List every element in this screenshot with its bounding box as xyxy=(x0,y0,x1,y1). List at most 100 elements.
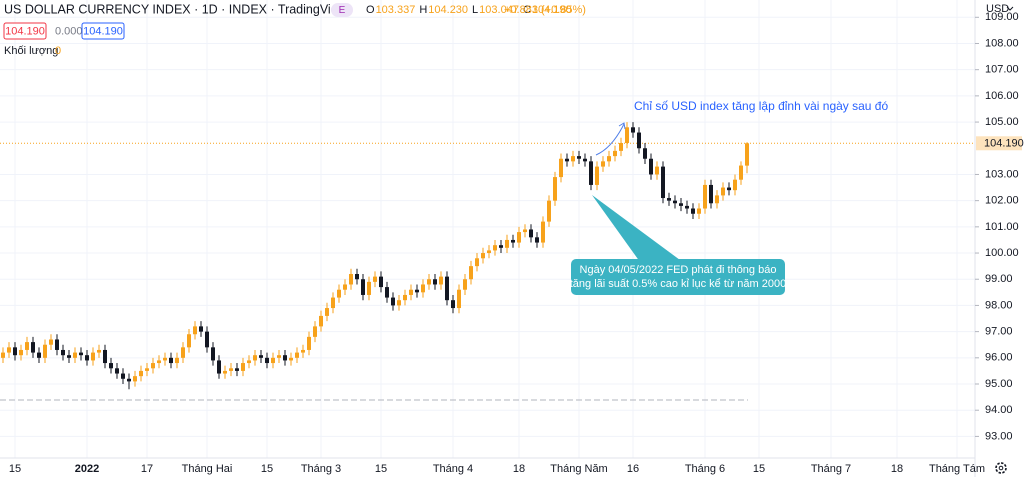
change: +0.883 (+0.85%) xyxy=(504,4,586,16)
x-tick-label: 15 xyxy=(9,463,21,475)
candle-body xyxy=(289,357,293,361)
candle-body xyxy=(709,184,713,204)
candle-body xyxy=(631,127,635,133)
candle-body xyxy=(727,187,731,191)
chart-title: US DOLLAR CURRENCY INDEX · 1D · INDEX · … xyxy=(4,2,348,16)
ohlc: O 103.337 H 104.230 L 103.047 C 104.190 xyxy=(366,4,572,16)
candle-body xyxy=(301,349,305,353)
y-tick-label: 109.00 xyxy=(985,11,1019,23)
candle-body xyxy=(355,273,359,280)
candle-body xyxy=(145,368,149,371)
candle-body xyxy=(55,339,59,350)
candle-body xyxy=(529,229,533,238)
candle-body xyxy=(637,132,641,149)
candle-body xyxy=(619,143,623,151)
y-tick-label: 98.00 xyxy=(985,299,1013,311)
candle-body xyxy=(715,195,719,204)
candle-body xyxy=(103,349,107,364)
x-tick-label: 16 xyxy=(627,463,639,475)
candle-body xyxy=(583,158,587,162)
candle-body xyxy=(97,349,101,353)
price-label-bg xyxy=(976,136,1022,151)
ohlc-key: H xyxy=(419,4,427,16)
candle-body xyxy=(643,148,647,159)
y-tick-label: 105.00 xyxy=(985,116,1019,128)
candle-body xyxy=(601,161,605,167)
candle-body xyxy=(547,200,551,222)
candle-body xyxy=(475,258,479,267)
candle-body xyxy=(73,352,77,358)
candle-body xyxy=(397,300,401,306)
candle-body xyxy=(745,143,749,166)
candle-body xyxy=(589,161,593,185)
candle-body xyxy=(277,355,281,358)
candle-body xyxy=(19,349,23,356)
candle-body xyxy=(163,357,167,361)
candle-body xyxy=(169,357,173,364)
y-tick-label: 93.00 xyxy=(985,430,1013,442)
badge-bg xyxy=(331,3,353,17)
candle-body xyxy=(535,237,539,243)
candle-body xyxy=(283,355,287,361)
candle-body xyxy=(13,347,17,356)
candle-body xyxy=(565,158,569,162)
grid xyxy=(0,0,975,458)
ask-box[interactable] xyxy=(81,22,125,40)
candle-body xyxy=(325,308,329,316)
y-tick-label: 94.00 xyxy=(985,404,1013,416)
candle-body xyxy=(451,300,455,309)
ohlc-value: 103.047 xyxy=(479,4,519,16)
x-tick-label: 15 xyxy=(261,463,273,475)
price-label: 104.190 xyxy=(984,138,1024,150)
candle-body xyxy=(211,347,215,361)
y-tick-label: 108.00 xyxy=(985,37,1019,49)
callout xyxy=(571,259,785,295)
settings-icon-hub xyxy=(998,465,1004,471)
spread: 0.000 xyxy=(55,25,83,37)
bid-box[interactable] xyxy=(3,22,47,40)
candle-body xyxy=(511,239,515,243)
candles xyxy=(1,122,749,390)
candle-body xyxy=(79,352,83,356)
candle-body xyxy=(439,276,443,285)
currency[interactable]: USD xyxy=(986,3,1009,15)
settings-icon[interactable] xyxy=(995,462,1007,474)
callout-text: tăng lãi suất 0.5% cao kỉ lục kể từ năm … xyxy=(570,278,787,290)
candle-body xyxy=(577,156,581,159)
candle-body xyxy=(493,245,497,251)
y-tick-label: 106.00 xyxy=(985,90,1019,102)
callout-text: Ngày 04/05/2022 FED phát đi thông báo xyxy=(580,264,777,276)
candle-body xyxy=(523,229,527,233)
candle-body xyxy=(271,357,275,364)
x-tick-label: 18 xyxy=(513,463,525,475)
candle-body xyxy=(343,284,347,290)
y-tick-label: 95.00 xyxy=(985,378,1013,390)
candle-body xyxy=(313,326,317,337)
y-tick-label: 100.00 xyxy=(985,247,1019,259)
x-tick-label: 17 xyxy=(141,463,153,475)
candle-body xyxy=(367,281,371,295)
candle-body xyxy=(721,187,725,196)
candle-body xyxy=(151,363,155,369)
candle-body xyxy=(247,360,251,364)
candle-body xyxy=(733,179,737,191)
candle-body xyxy=(505,239,509,248)
volume-value: 0 xyxy=(55,45,61,57)
badge[interactable]: E xyxy=(339,5,346,16)
candle-body xyxy=(193,326,197,335)
x-tick-label: 15 xyxy=(753,463,765,475)
candle-body xyxy=(415,289,419,293)
candle-body xyxy=(49,339,53,345)
candle-body xyxy=(37,352,41,358)
candle-body xyxy=(31,342,35,353)
candle-body xyxy=(703,184,707,209)
candle-body xyxy=(463,279,467,290)
candle-body xyxy=(217,360,221,374)
x-tick-label: Tháng 7 xyxy=(811,463,851,475)
candle-body xyxy=(433,279,437,285)
x-tick-label: 18 xyxy=(891,463,903,475)
candle-body xyxy=(175,357,179,364)
candle-body xyxy=(253,355,257,361)
candle-body xyxy=(187,334,191,348)
